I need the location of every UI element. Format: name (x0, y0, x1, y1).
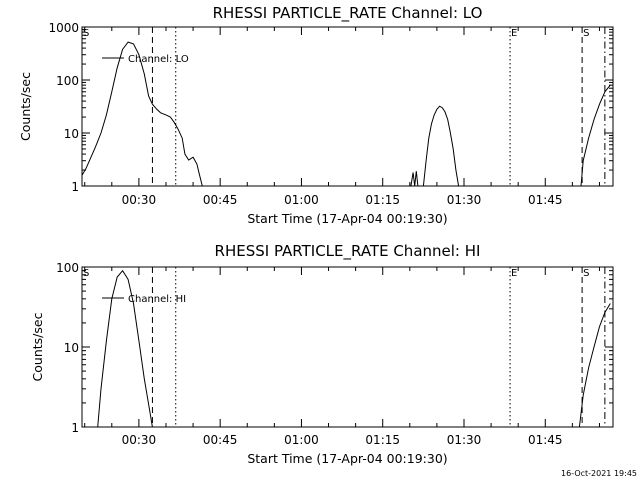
y-axis-label: Counts/sec (18, 72, 33, 141)
time-marker-label: S (83, 28, 89, 39)
x-tick-label: 01:30 (447, 193, 482, 207)
x-tick-label: 00:45 (203, 433, 238, 447)
time-marker-label: S (83, 268, 89, 279)
y-tick-label: 1000 (48, 21, 79, 35)
x-tick-label: 01:00 (284, 193, 319, 207)
y-tick-label: 100 (56, 261, 79, 275)
plot-frame (81, 26, 614, 187)
y-tick-label: 1 (71, 180, 79, 194)
legend-label: Channel: HI (128, 294, 186, 305)
x-tick-label: 00:30 (122, 193, 157, 207)
x-tick-label: 01:00 (284, 433, 319, 447)
x-axis-label: Start Time (17-Apr-04 00:19:30) (247, 451, 447, 466)
rate-curve (410, 105, 460, 187)
hi-channel-panel: RHESSI PARTICLE_RATE Channel: HI 1 10 100 00… (30, 242, 614, 466)
y-tick-label: 10 (64, 341, 79, 355)
x-axis-label: Start Time (17-Apr-04 00:19:30) (247, 211, 447, 226)
x-tick-label: 00:30 (122, 433, 157, 447)
x-tick-label: 01:30 (447, 433, 482, 447)
x-tick-label: 01:15 (365, 193, 400, 207)
plot-frame (81, 266, 614, 428)
x-tick-label: 01:45 (528, 193, 563, 207)
time-marker-label: E (511, 268, 517, 279)
x-tick-label: 01:45 (528, 433, 563, 447)
lo-channel-panel: RHESSI PARTICLE_RATE Channel: LO 1 10 100 10… (18, 4, 614, 226)
y-axis-label: Counts/sec (30, 312, 45, 381)
time-marker-label: E (511, 28, 517, 39)
chart-title: RHESSI PARTICLE_RATE Channel: LO (213, 4, 483, 23)
legend-label: Channel: LO (128, 54, 189, 65)
y-tick-label: 1 (71, 421, 79, 435)
x-tick-label: 00:45 (203, 193, 238, 207)
rate-curve (580, 84, 611, 187)
rate-curve (578, 303, 611, 428)
rate-curve (97, 269, 153, 428)
y-tick-label: 100 (56, 74, 79, 88)
time-marker-label: S (583, 28, 589, 39)
time-marker-label: S (583, 268, 589, 279)
chart-title: RHESSI PARTICLE_RATE Channel: HI (215, 242, 481, 261)
x-tick-label: 01:15 (365, 433, 400, 447)
footer-timestamp: 16-Oct-2021 19:45 (561, 469, 637, 478)
rate-curve (81, 41, 203, 187)
y-tick-label: 10 (64, 127, 79, 141)
